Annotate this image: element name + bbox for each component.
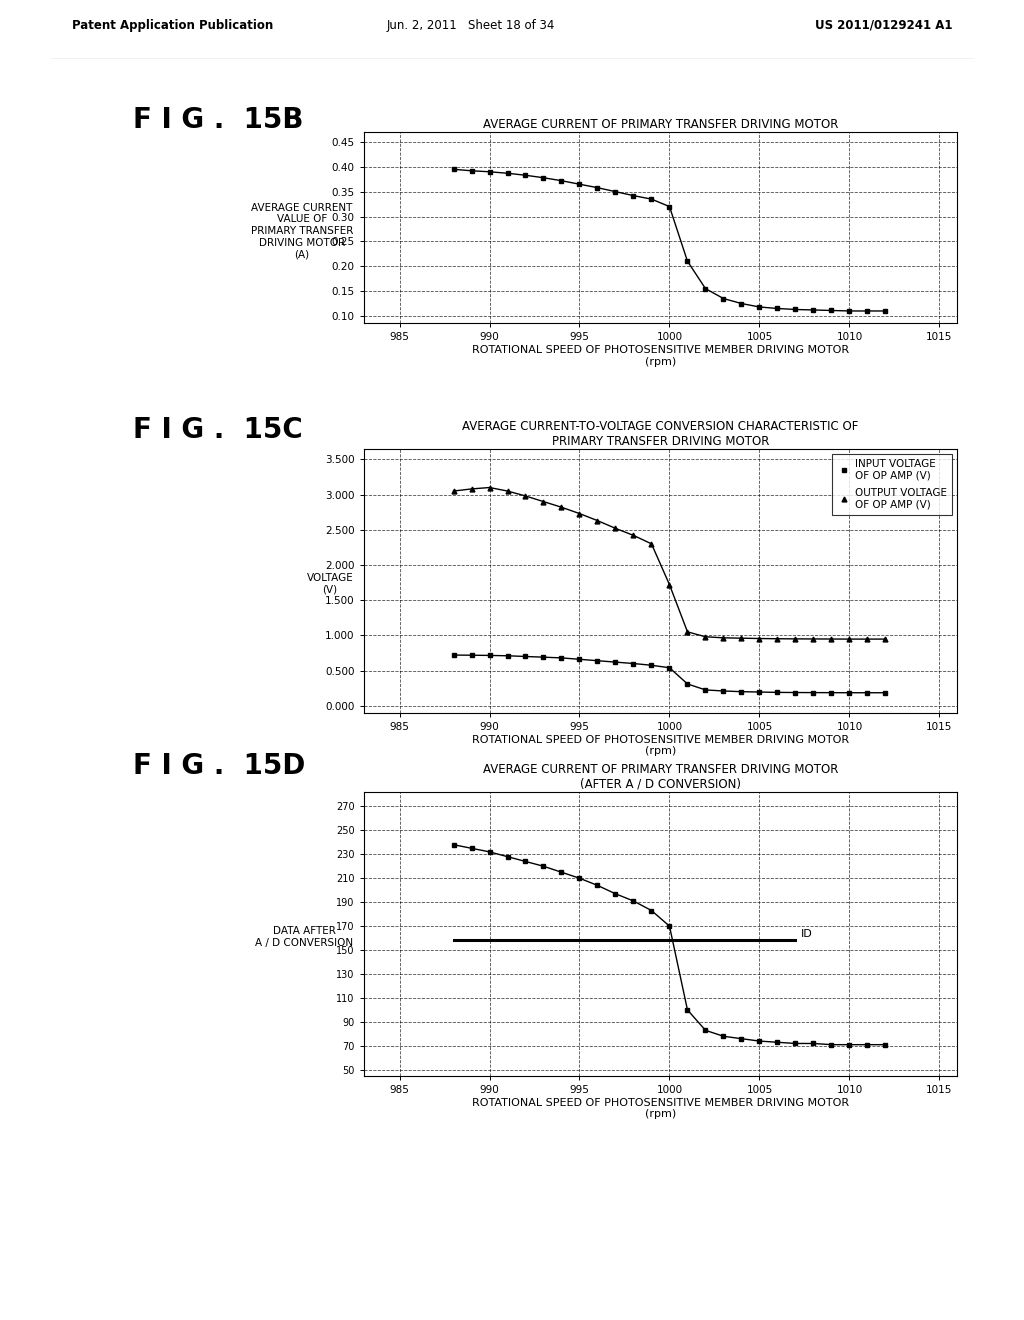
OUTPUT VOLTAGE
OF OP AMP (V) [771, 631, 783, 647]
INPUT VOLTAGE
OF OP AMP (V) [844, 685, 856, 701]
OUTPUT VOLTAGE
OF OP AMP (V) [735, 630, 748, 645]
Text: F I G .  15C: F I G . 15C [133, 416, 303, 444]
INPUT VOLTAGE
OF OP AMP (V) [628, 656, 640, 672]
Line: INPUT VOLTAGE
OF OP AMP (V): INPUT VOLTAGE OF OP AMP (V) [452, 652, 888, 696]
Title: AVERAGE CURRENT OF PRIMARY TRANSFER DRIVING MOTOR: AVERAGE CURRENT OF PRIMARY TRANSFER DRIV… [482, 117, 839, 131]
OUTPUT VOLTAGE
OF OP AMP (V) [465, 480, 477, 496]
OUTPUT VOLTAGE
OF OP AMP (V) [880, 631, 892, 647]
INPUT VOLTAGE
OF OP AMP (V) [807, 685, 819, 701]
OUTPUT VOLTAGE
OF OP AMP (V) [609, 520, 622, 536]
OUTPUT VOLTAGE
OF OP AMP (V) [790, 631, 802, 647]
OUTPUT VOLTAGE
OF OP AMP (V) [664, 577, 676, 593]
Text: Jun. 2, 2011   Sheet 18 of 34: Jun. 2, 2011 Sheet 18 of 34 [387, 18, 555, 32]
OUTPUT VOLTAGE
OF OP AMP (V) [502, 483, 514, 499]
INPUT VOLTAGE
OF OP AMP (V) [699, 682, 712, 698]
INPUT VOLTAGE
OF OP AMP (V) [771, 685, 783, 701]
INPUT VOLTAGE
OF OP AMP (V) [538, 649, 550, 665]
INPUT VOLTAGE
OF OP AMP (V) [645, 657, 657, 673]
INPUT VOLTAGE
OF OP AMP (V) [754, 684, 766, 700]
OUTPUT VOLTAGE
OF OP AMP (V) [538, 494, 550, 510]
INPUT VOLTAGE
OF OP AMP (V) [555, 649, 567, 665]
INPUT VOLTAGE
OF OP AMP (V) [861, 685, 873, 701]
Text: US 2011/0129241 A1: US 2011/0129241 A1 [815, 18, 952, 32]
Text: AVERAGE CURRENT
VALUE OF
PRIMARY TRANSFER
DRIVING MOTOR
(A): AVERAGE CURRENT VALUE OF PRIMARY TRANSFE… [251, 203, 353, 259]
OUTPUT VOLTAGE
OF OP AMP (V) [699, 628, 712, 644]
OUTPUT VOLTAGE
OF OP AMP (V) [519, 488, 531, 504]
X-axis label: ROTATIONAL SPEED OF PHOTOSENSITIVE MEMBER DRIVING MOTOR
(rpm): ROTATIONAL SPEED OF PHOTOSENSITIVE MEMBE… [472, 735, 849, 756]
INPUT VOLTAGE
OF OP AMP (V) [591, 653, 603, 669]
INPUT VOLTAGE
OF OP AMP (V) [573, 651, 586, 667]
INPUT VOLTAGE
OF OP AMP (V) [483, 648, 496, 664]
INPUT VOLTAGE
OF OP AMP (V) [465, 647, 477, 663]
Text: F I G .  15B: F I G . 15B [133, 106, 304, 133]
INPUT VOLTAGE
OF OP AMP (V) [735, 684, 748, 700]
Text: VOLTAGE
(V): VOLTAGE (V) [306, 573, 353, 594]
OUTPUT VOLTAGE
OF OP AMP (V) [844, 631, 856, 647]
OUTPUT VOLTAGE
OF OP AMP (V) [483, 479, 496, 495]
OUTPUT VOLTAGE
OF OP AMP (V) [861, 631, 873, 647]
INPUT VOLTAGE
OF OP AMP (V) [825, 685, 838, 701]
Title: AVERAGE CURRENT OF PRIMARY TRANSFER DRIVING MOTOR
(AFTER A / D CONVERSION): AVERAGE CURRENT OF PRIMARY TRANSFER DRIV… [482, 763, 839, 791]
INPUT VOLTAGE
OF OP AMP (V) [880, 685, 892, 701]
OUTPUT VOLTAGE
OF OP AMP (V) [645, 536, 657, 552]
OUTPUT VOLTAGE
OF OP AMP (V) [591, 512, 603, 528]
OUTPUT VOLTAGE
OF OP AMP (V) [754, 631, 766, 647]
OUTPUT VOLTAGE
OF OP AMP (V) [807, 631, 819, 647]
INPUT VOLTAGE
OF OP AMP (V) [519, 648, 531, 664]
X-axis label: ROTATIONAL SPEED OF PHOTOSENSITIVE MEMBER DRIVING MOTOR
(rpm): ROTATIONAL SPEED OF PHOTOSENSITIVE MEMBE… [472, 1098, 849, 1119]
OUTPUT VOLTAGE
OF OP AMP (V) [681, 624, 693, 640]
INPUT VOLTAGE
OF OP AMP (V) [681, 676, 693, 692]
OUTPUT VOLTAGE
OF OP AMP (V) [825, 631, 838, 647]
OUTPUT VOLTAGE
OF OP AMP (V) [555, 499, 567, 515]
Title: AVERAGE CURRENT-TO-VOLTAGE CONVERSION CHARACTERISTIC OF
PRIMARY TRANSFER DRIVING: AVERAGE CURRENT-TO-VOLTAGE CONVERSION CH… [462, 420, 859, 447]
Line: OUTPUT VOLTAGE
OF OP AMP (V): OUTPUT VOLTAGE OF OP AMP (V) [452, 484, 888, 642]
Text: F I G .  15D: F I G . 15D [133, 752, 305, 780]
OUTPUT VOLTAGE
OF OP AMP (V) [718, 630, 730, 645]
INPUT VOLTAGE
OF OP AMP (V) [609, 655, 622, 671]
INPUT VOLTAGE
OF OP AMP (V) [502, 648, 514, 664]
Text: Patent Application Publication: Patent Application Publication [72, 18, 273, 32]
INPUT VOLTAGE
OF OP AMP (V) [718, 682, 730, 698]
OUTPUT VOLTAGE
OF OP AMP (V) [628, 528, 640, 544]
X-axis label: ROTATIONAL SPEED OF PHOTOSENSITIVE MEMBER DRIVING MOTOR
(rpm): ROTATIONAL SPEED OF PHOTOSENSITIVE MEMBE… [472, 346, 849, 367]
Text: ID: ID [801, 929, 813, 939]
INPUT VOLTAGE
OF OP AMP (V) [664, 660, 676, 676]
Legend: INPUT VOLTAGE
OF OP AMP (V), OUTPUT VOLTAGE
OF OP AMP (V): INPUT VOLTAGE OF OP AMP (V), OUTPUT VOLT… [833, 454, 952, 515]
INPUT VOLTAGE
OF OP AMP (V) [447, 647, 460, 663]
OUTPUT VOLTAGE
OF OP AMP (V) [447, 483, 460, 499]
Text: DATA AFTER
A / D CONVERSION: DATA AFTER A / D CONVERSION [255, 927, 353, 948]
OUTPUT VOLTAGE
OF OP AMP (V) [573, 506, 586, 521]
INPUT VOLTAGE
OF OP AMP (V) [790, 685, 802, 701]
